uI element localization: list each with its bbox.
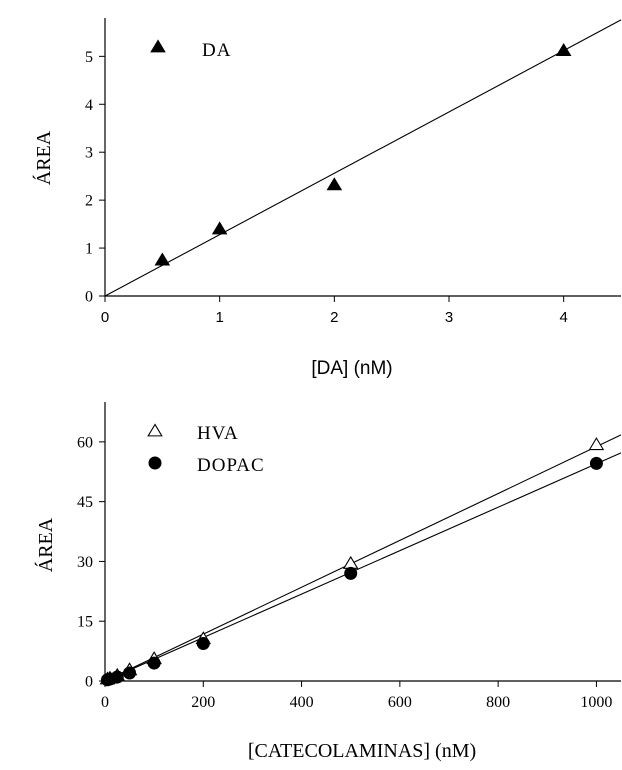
- x-tick-label: 3: [445, 309, 453, 326]
- x-tick-label: 600: [388, 694, 412, 711]
- metabolites-calibration-chart: 0 200 400 600 800 1000 0 15 30 45 60 HVA DOPAC ÁRE…: [34, 402, 622, 762]
- bottom-y-axis-title: ÁREA: [34, 517, 57, 572]
- legend-marker-da: [150, 39, 166, 53]
- data-point-hva: [342, 555, 359, 569]
- legend-marker-hva: [147, 423, 163, 437]
- x-tick-label: 2: [330, 309, 338, 326]
- top-y-axis-title: ÁREA: [32, 130, 55, 185]
- x-tick-label: 200: [191, 694, 215, 711]
- top-axis-ticks: 0 1 2 3 4 0 1 2 3 4 5: [85, 49, 568, 326]
- y-tick-label: 5: [85, 49, 93, 66]
- x-tick-label: 400: [290, 694, 314, 711]
- y-tick-label: 45: [77, 494, 93, 511]
- legend-symbol-da: [150, 39, 166, 53]
- y-tick-label: 15: [77, 614, 93, 631]
- data-point-da: [326, 177, 343, 191]
- bottom-x-axis-title: [CATECOLAMINAS] (nM): [248, 740, 476, 762]
- data-point-dopac: [147, 656, 161, 670]
- y-tick-label: 0: [85, 289, 93, 306]
- top-fit-lines: [104, 19, 622, 297]
- bottom-legend: HVA DOPAC: [147, 423, 265, 476]
- legend-label-dopac: DOPAC: [197, 455, 265, 476]
- top-x-axis-title: [DA] (nM): [311, 358, 392, 379]
- legend-label-hva: HVA: [197, 423, 239, 444]
- fit-line-da: [104, 19, 622, 297]
- y-tick-label: 60: [77, 434, 93, 451]
- x-tick-label: 1000: [580, 694, 612, 711]
- legend-symbol-hva: [147, 423, 163, 437]
- fit-line-dopac: [104, 452, 622, 682]
- data-point-dopac: [123, 666, 137, 680]
- bottom-fit-lines: [104, 434, 622, 682]
- da-calibration-chart: 0 1 2 3 4 0 1 2 3 4 5 DA ÁREA [DA] (nM): [32, 18, 622, 379]
- x-tick-label: 4: [559, 309, 567, 326]
- y-tick-label: 30: [77, 554, 93, 571]
- data-point-dopac: [344, 566, 358, 580]
- legend-symbol-dopac: [148, 456, 162, 470]
- bottom-data-points: [99, 437, 605, 687]
- legend-label-da: DA: [202, 40, 231, 61]
- data-point-dopac: [196, 637, 210, 651]
- y-tick-label: 2: [85, 193, 93, 210]
- data-point-da: [555, 43, 572, 57]
- top-data-points: [154, 43, 572, 266]
- data-point-da: [154, 252, 171, 266]
- x-tick-label: 1: [215, 309, 223, 326]
- y-tick-label: 0: [85, 674, 93, 691]
- y-tick-label: 4: [85, 97, 93, 114]
- top-legend: DA: [150, 39, 231, 61]
- x-tick-label: 800: [486, 694, 510, 711]
- bottom-axis-ticks: 0 200 400 600 800 1000 0 15 30 45 60: [77, 434, 612, 711]
- fit-line-hva: [104, 434, 622, 682]
- data-point-dopac: [589, 456, 603, 470]
- y-tick-label: 3: [85, 145, 93, 162]
- x-tick-label: 0: [101, 309, 109, 326]
- data-point-dopac: [110, 670, 124, 684]
- x-tick-label: 0: [101, 694, 109, 711]
- y-tick-label: 1: [85, 241, 93, 258]
- data-point-da: [211, 221, 228, 235]
- legend-marker-dopac: [148, 456, 162, 470]
- data-point-hva: [588, 437, 605, 451]
- top-plot-area: 0 1 2 3 4 0 1 2 3 4 5: [85, 18, 622, 326]
- bottom-plot-area: 0 200 400 600 800 1000 0 15 30 45 60: [77, 402, 622, 711]
